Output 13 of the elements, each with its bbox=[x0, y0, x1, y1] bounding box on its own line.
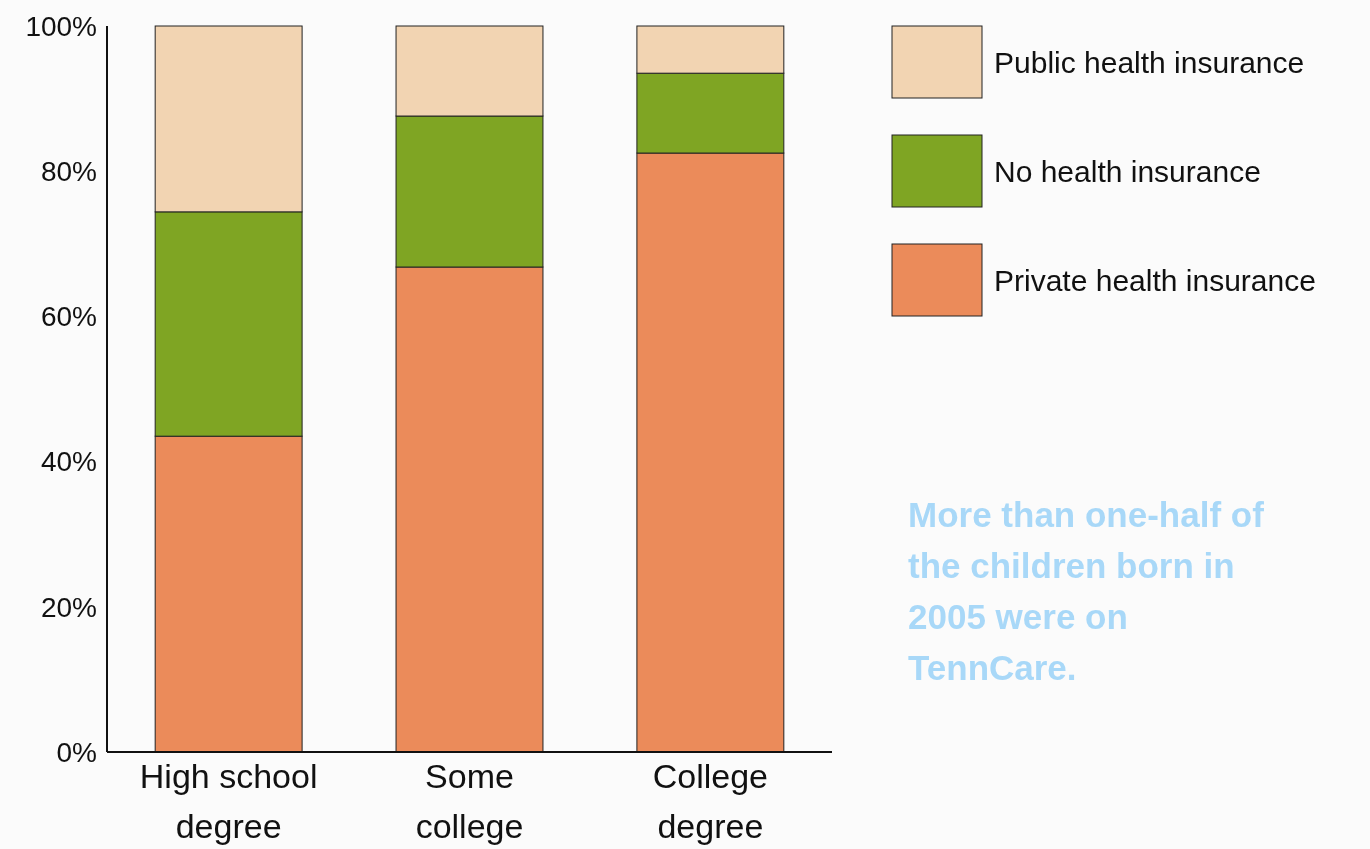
y-tick-label: 80% bbox=[40, 156, 97, 187]
y-tick-label: 0% bbox=[56, 736, 97, 768]
y-tick-label: 20% bbox=[40, 591, 97, 623]
y-tick-label: 100% bbox=[25, 10, 97, 42]
legend-label: Private health insurance bbox=[994, 263, 1316, 297]
legend-label: No health insurance bbox=[994, 154, 1261, 188]
text: More than one-half of the children born in 2005 were on TennCare. bbox=[908, 495, 1265, 687]
legend-label: Public health insurance bbox=[994, 45, 1305, 79]
x-tick-label: High school degree bbox=[139, 757, 318, 845]
x-tick-label: College degree bbox=[652, 757, 769, 845]
x-tick-label: Some college bbox=[415, 757, 524, 845]
y-tick-label: 40% bbox=[40, 446, 97, 478]
y-tick-label: 60% bbox=[40, 301, 97, 333]
